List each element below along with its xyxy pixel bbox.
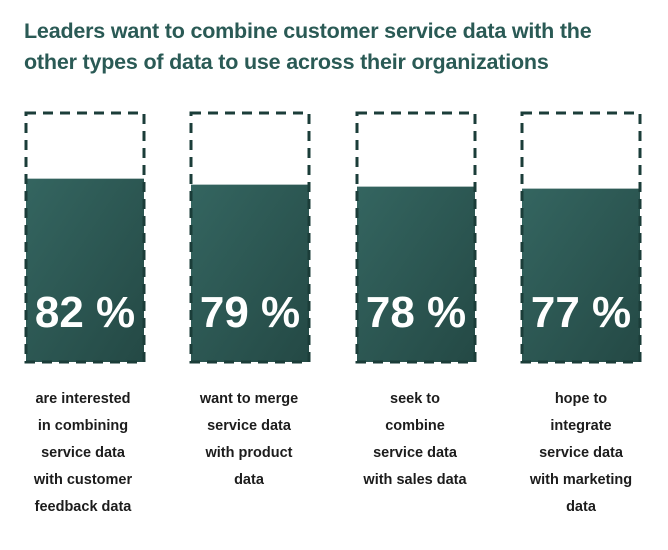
- bar-value-label-1: 82 %: [35, 288, 135, 337]
- caption-line: with marketing: [529, 472, 633, 488]
- bar-fill-4: [522, 188, 640, 362]
- bar-value-label-3: 78 %: [366, 288, 466, 337]
- bar-fill-3: [357, 186, 475, 362]
- caption-4: hope to integrate service data with marketi…: [506, 386, 656, 521]
- bar-fill-2: [191, 184, 309, 362]
- caption-line: feedback data: [34, 499, 132, 515]
- caption-line: service data: [539, 445, 623, 461]
- caption-line: with customer: [33, 472, 133, 488]
- chart-title: Leaders want to combine customer service…: [24, 16, 644, 78]
- caption-line: hope to: [554, 391, 608, 407]
- bar-frame-3: [355, 111, 477, 364]
- caption-line: in combining: [37, 418, 129, 434]
- caption-line: are interested: [35, 391, 131, 407]
- caption-line: data: [566, 499, 596, 515]
- bar-fill-1: [26, 178, 144, 362]
- caption-2: want to merge service data with product dat…: [174, 386, 324, 494]
- caption-line: service data: [41, 445, 125, 461]
- chart-title-line-2: other types of data to use across their …: [24, 50, 549, 74]
- caption-line: combine: [385, 418, 445, 434]
- caption-3: seek to combine service data with sales dat…: [340, 386, 490, 494]
- chart-title-line-1: Leaders want to combine customer service…: [24, 19, 592, 43]
- caption-line: seek to: [390, 391, 440, 407]
- bar-frame-4: [520, 111, 642, 364]
- caption-line: service data: [207, 418, 291, 434]
- caption-line: want to merge: [199, 391, 299, 407]
- caption-line: with sales data: [363, 472, 467, 488]
- caption-1: are interested in combining service data wi…: [8, 386, 158, 521]
- bar-value-label-4: 77 %: [531, 288, 631, 337]
- bar-frame-1: [24, 111, 146, 364]
- caption-line: data: [234, 472, 264, 488]
- caption-line: integrate: [550, 418, 612, 434]
- bar-frame-2: [189, 111, 311, 364]
- bar-value-label-2: 79 %: [200, 288, 300, 337]
- caption-line: service data: [373, 445, 457, 461]
- caption-line: with product: [205, 445, 293, 461]
